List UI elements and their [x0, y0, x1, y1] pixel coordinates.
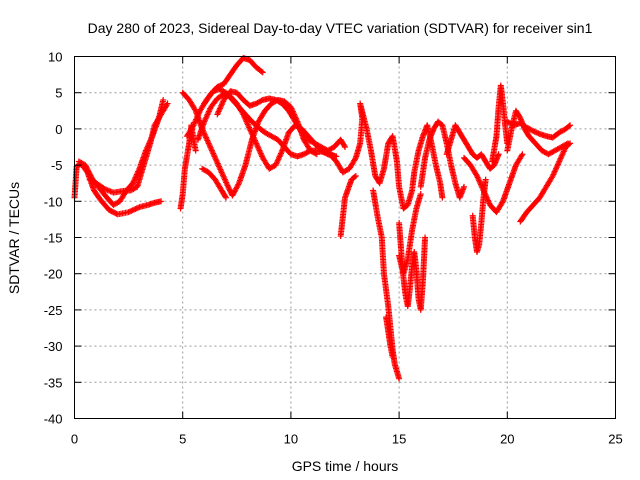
series-arc-t	[461, 151, 526, 216]
data-point	[160, 96, 167, 103]
data-point	[341, 142, 348, 149]
y-tick-label: 10	[48, 50, 62, 65]
y-tick-label: 0	[55, 122, 62, 137]
data-point	[82, 162, 89, 169]
axis-ticks: 0 5 10 15 20 25 10 5 0 -5 -10 -15 -20 -25 -30 -35 -40	[44, 50, 623, 447]
data-point	[518, 152, 525, 159]
x-axis-label: GPS time / hours	[292, 458, 399, 474]
data-point	[84, 166, 91, 173]
data-point	[191, 106, 198, 113]
x-tick-label: 10	[284, 432, 298, 447]
data-point	[132, 205, 139, 212]
data-point	[222, 193, 229, 200]
series-arc-s	[469, 176, 489, 255]
x-tick-label: 25	[608, 432, 622, 447]
data-point	[422, 234, 429, 241]
series-arc-u	[489, 82, 511, 165]
data-point	[86, 169, 93, 176]
data-point	[567, 122, 574, 129]
x-tick-label: 20	[500, 432, 514, 447]
data-point	[258, 68, 265, 75]
y-tick-label: -15	[44, 231, 63, 246]
data-point	[131, 206, 138, 213]
series-arc-h	[194, 91, 338, 172]
data-point	[495, 151, 502, 158]
y-tick-label: -10	[44, 194, 63, 209]
data-point	[164, 100, 171, 107]
series-arc-l	[337, 172, 359, 240]
data-point	[439, 194, 446, 201]
data-point	[222, 194, 229, 201]
series-arc-x	[517, 140, 574, 225]
y-tick-label: -20	[44, 267, 63, 282]
data-point	[567, 140, 574, 147]
series-arc-i	[214, 88, 348, 154]
y-tick-label: -40	[44, 412, 63, 427]
data-point	[86, 171, 93, 178]
data-point	[352, 172, 359, 179]
series-arc-k	[326, 100, 446, 212]
data-point	[482, 176, 489, 183]
data-point	[417, 191, 424, 198]
data-point	[235, 181, 242, 188]
data-point	[342, 144, 348, 150]
series-arc-r	[443, 122, 502, 172]
data-point	[84, 167, 91, 174]
grid-lines	[74, 56, 616, 419]
data-point	[352, 156, 359, 163]
data-point	[82, 163, 89, 170]
x-tick-label: 0	[71, 432, 78, 447]
data-point	[519, 151, 526, 158]
series-arc-c	[86, 100, 171, 196]
y-tick-label: -35	[44, 375, 63, 390]
x-tick-label: 5	[179, 432, 186, 447]
series-arc-g	[201, 54, 266, 107]
series-arc-n	[383, 314, 396, 360]
chart-title: Day 280 of 2023, Sidereal Day-to-day VTE…	[88, 20, 593, 36]
data-point	[499, 199, 506, 206]
data-point	[125, 209, 132, 216]
data-point	[83, 164, 90, 171]
data-point	[158, 198, 165, 205]
data-point	[126, 208, 133, 215]
data-point	[192, 147, 199, 154]
data-point	[259, 69, 266, 76]
data-point	[135, 204, 142, 211]
y-tick-label: 5	[55, 86, 62, 101]
y-tick-label: -5	[51, 158, 63, 173]
y-axis-label: SDTVAR / TECUs	[6, 182, 22, 294]
y-tick-label: -25	[44, 303, 63, 318]
data-point	[461, 183, 468, 190]
data-point	[163, 101, 170, 108]
data-point	[128, 207, 135, 214]
series-arc-j	[199, 165, 229, 201]
y-tick-label: -30	[44, 339, 63, 354]
data-point	[129, 207, 136, 214]
data-series	[71, 54, 574, 382]
data-point	[85, 168, 92, 175]
series-arc-p	[396, 191, 424, 277]
series-arc-w	[504, 118, 574, 141]
data-point	[389, 353, 396, 360]
data-point	[351, 173, 358, 180]
data-point	[565, 141, 572, 148]
series-arc-m	[370, 187, 403, 382]
data-point	[565, 123, 572, 130]
data-point	[396, 375, 403, 382]
data-point	[133, 205, 140, 212]
x-tick-label: 15	[392, 432, 406, 447]
